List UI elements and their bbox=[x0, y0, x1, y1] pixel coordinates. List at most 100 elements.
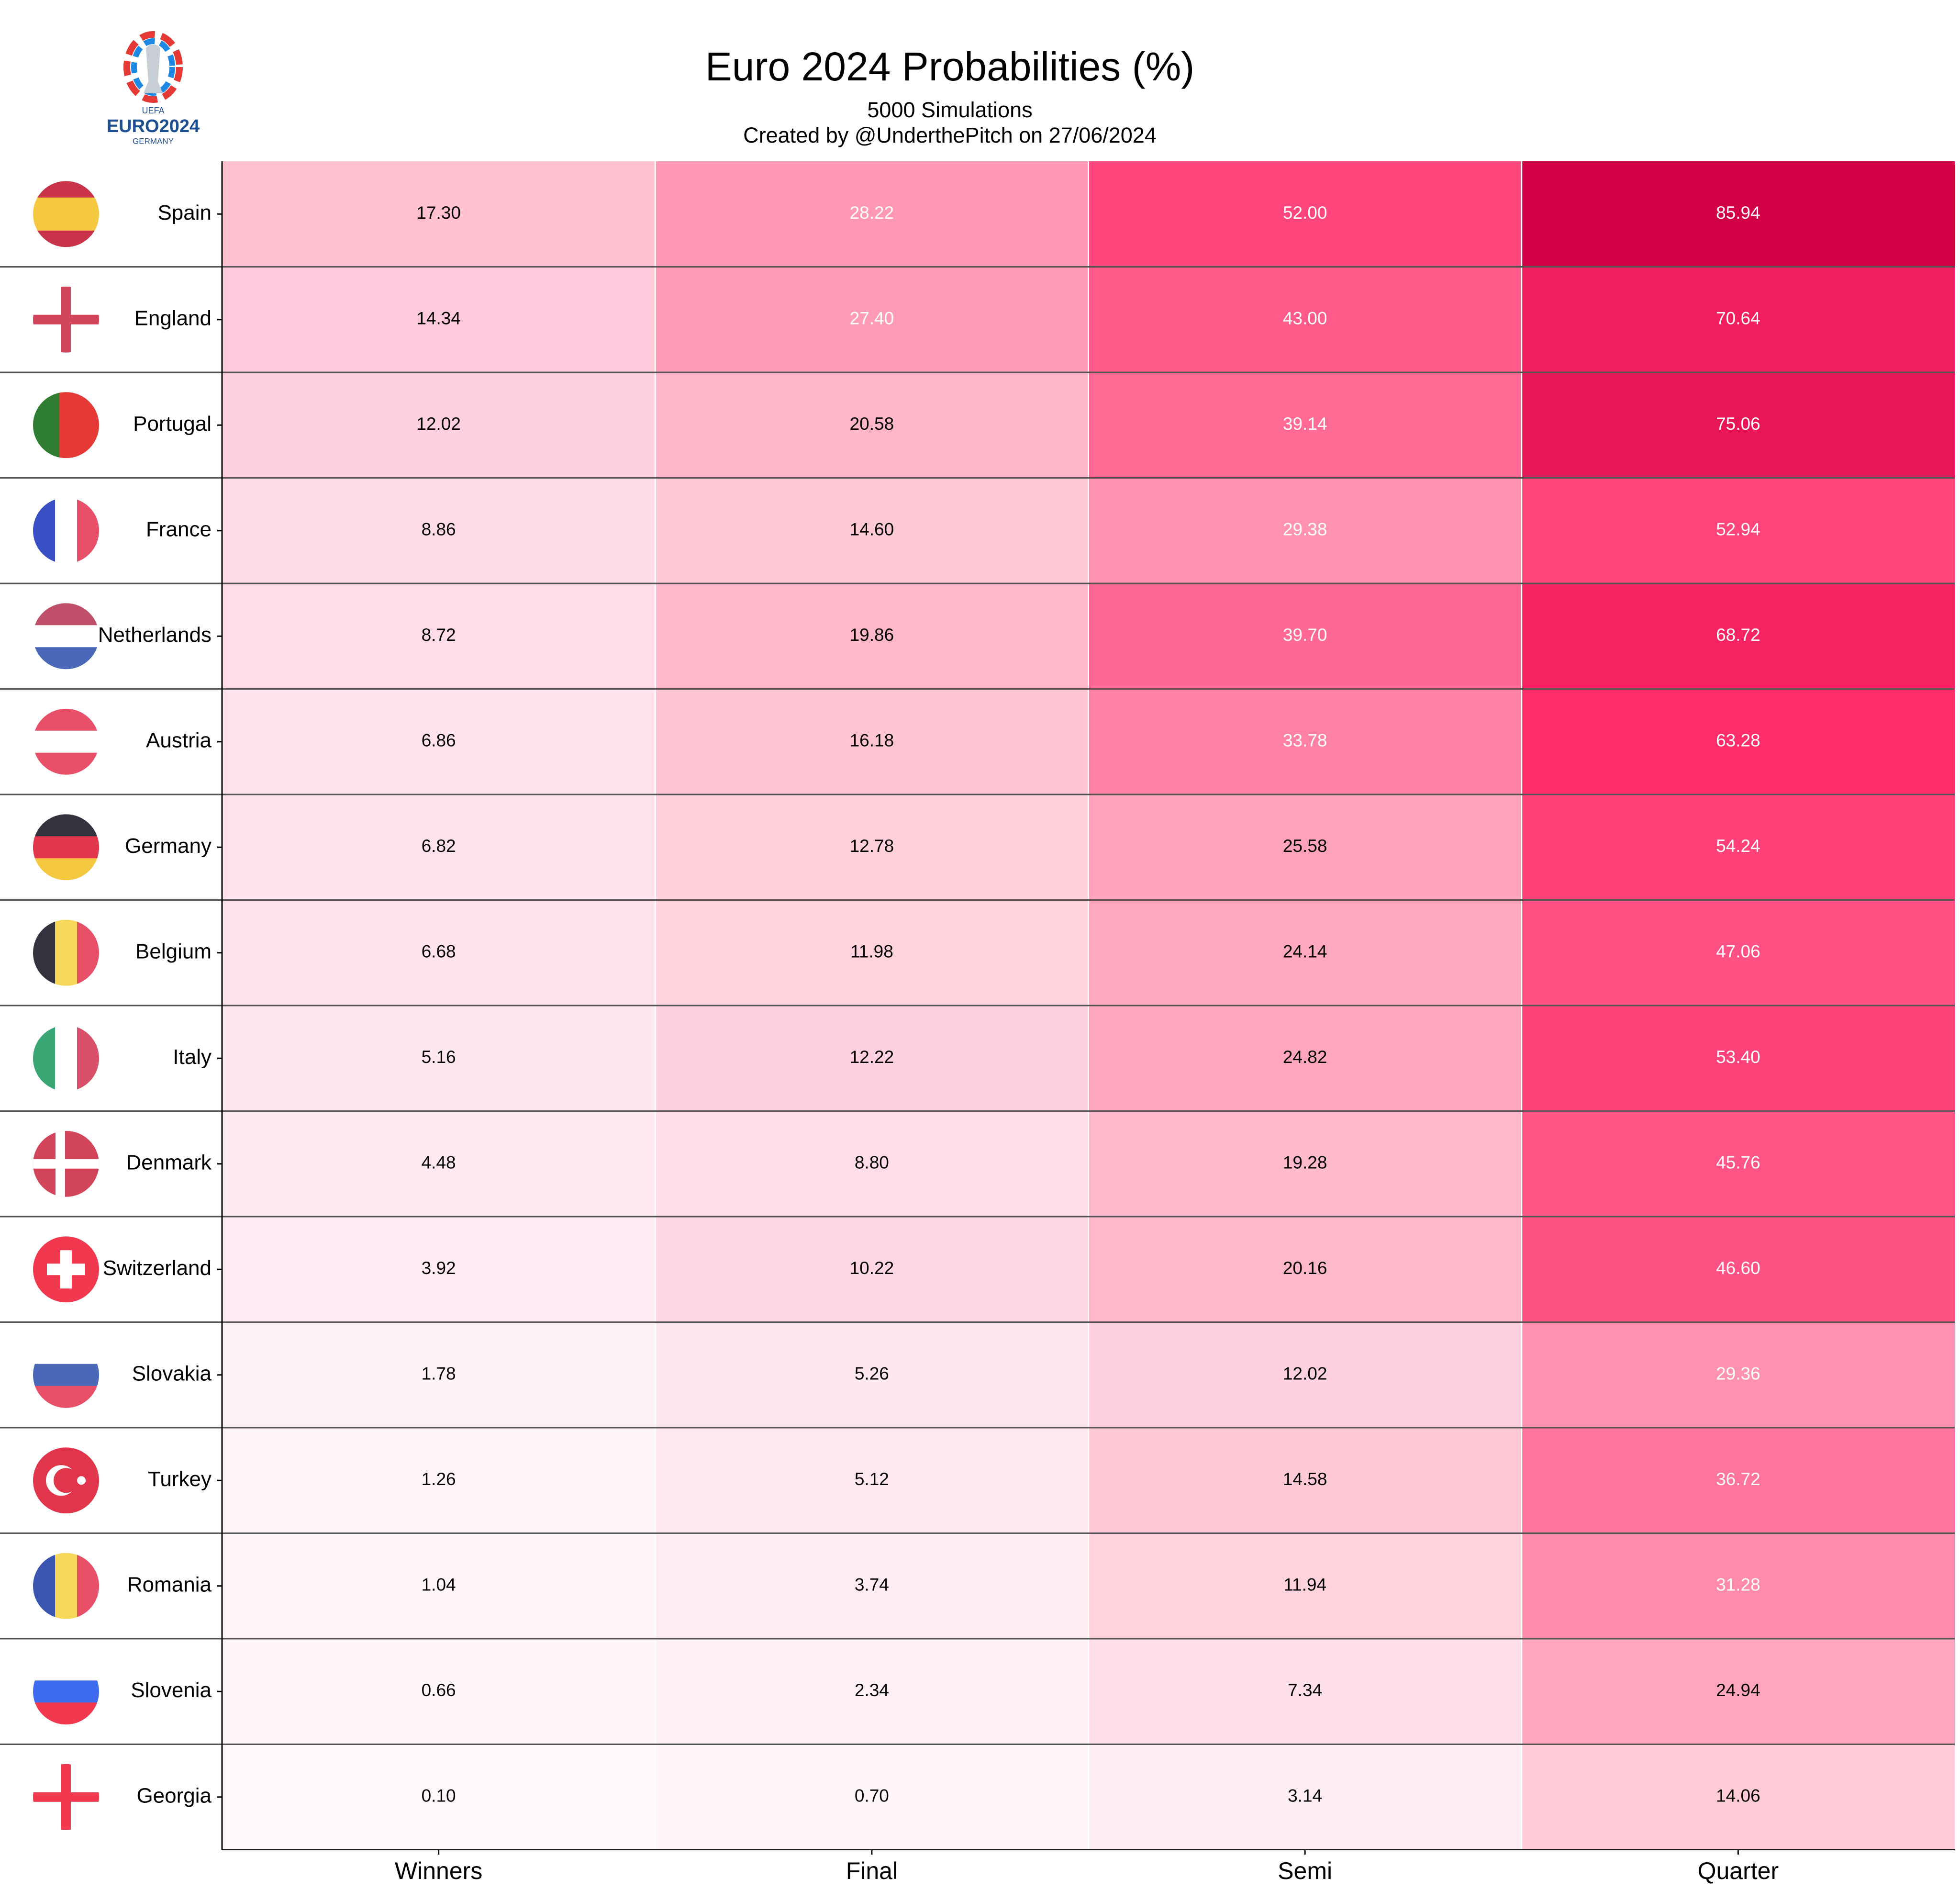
flag-stripe bbox=[55, 497, 78, 564]
heatmap-cell bbox=[222, 1322, 656, 1428]
heatmap-cell bbox=[1521, 1533, 1955, 1639]
cell-label: 39.14 bbox=[1283, 414, 1327, 434]
chart-title: Euro 2024 Probabilities (%) bbox=[705, 44, 1195, 89]
flag-stripe bbox=[33, 1680, 99, 1703]
heatmap-cell bbox=[655, 689, 1089, 794]
flag-cross bbox=[61, 1764, 71, 1830]
heatmap-cell bbox=[1088, 1639, 1522, 1745]
cell-label: 12.02 bbox=[1283, 1364, 1327, 1384]
heatmap-cell bbox=[222, 478, 656, 583]
heatmap-cell bbox=[1088, 794, 1522, 900]
cell-label: 11.98 bbox=[850, 942, 893, 962]
heatmap-cell bbox=[1088, 1428, 1522, 1533]
heatmap-cell bbox=[1521, 161, 1955, 267]
flag-stripe bbox=[33, 858, 99, 881]
heatmap-cell bbox=[1088, 267, 1522, 372]
flag-stripe bbox=[33, 1553, 56, 1619]
heatmap-cell bbox=[655, 1639, 1089, 1745]
flag-stripe bbox=[77, 497, 99, 564]
cell-label: 19.28 bbox=[1283, 1153, 1327, 1173]
cell-label: 25.58 bbox=[1283, 836, 1327, 856]
heatmap-cell bbox=[1088, 161, 1522, 267]
flag-stripe bbox=[33, 647, 99, 670]
heatmap-cell bbox=[1088, 1744, 1522, 1850]
heatmap-cell bbox=[222, 161, 656, 267]
heatmap-cell bbox=[222, 1428, 656, 1533]
heatmap-cell bbox=[1521, 900, 1955, 1006]
flag-cross bbox=[60, 1250, 72, 1289]
flag bbox=[33, 1130, 99, 1197]
cell-label: 11.94 bbox=[1283, 1575, 1326, 1595]
cell-label: 0.10 bbox=[422, 1786, 456, 1806]
flag bbox=[33, 1342, 99, 1408]
flag bbox=[33, 181, 99, 247]
heatmap-cell bbox=[1088, 478, 1522, 583]
heatmap-cell bbox=[655, 267, 1089, 372]
heatmap-cell bbox=[222, 372, 656, 478]
flag-stripe bbox=[33, 392, 47, 459]
cell-label: 14.60 bbox=[850, 520, 894, 539]
cell-label: 3.14 bbox=[1288, 1786, 1322, 1806]
flag bbox=[33, 1553, 99, 1619]
heatmap-cell bbox=[1088, 1533, 1522, 1639]
heatmap-cell bbox=[1088, 372, 1522, 478]
heatmap-cell bbox=[222, 1006, 656, 1111]
flag-stripe bbox=[77, 1025, 99, 1092]
flag-cross bbox=[56, 1130, 65, 1197]
cell-label: 16.18 bbox=[850, 731, 894, 750]
heatmap-cell bbox=[222, 1217, 656, 1322]
heatmap-cell bbox=[1521, 1744, 1955, 1850]
flag-stripe bbox=[33, 214, 99, 231]
cell-label: 24.82 bbox=[1283, 1047, 1327, 1067]
heatmap-cell bbox=[655, 1217, 1089, 1322]
cell-label: 29.38 bbox=[1283, 520, 1327, 539]
cell-label: 36.72 bbox=[1716, 1469, 1760, 1489]
cell-label: 7.34 bbox=[1288, 1680, 1322, 1700]
cell-label: 2.34 bbox=[855, 1680, 889, 1700]
cell-label: 5.26 bbox=[855, 1364, 889, 1384]
cell-label: 8.86 bbox=[422, 520, 456, 539]
cell-label: 8.72 bbox=[422, 625, 456, 645]
cell-label: 6.82 bbox=[422, 836, 456, 856]
heatmap-cell bbox=[222, 1111, 656, 1217]
heatmap-cell bbox=[222, 794, 656, 900]
x-tick-label: Semi bbox=[1278, 1857, 1332, 1884]
flag bbox=[33, 1236, 99, 1303]
heatmap-cell bbox=[655, 161, 1089, 267]
heatmap-cell bbox=[1521, 1322, 1955, 1428]
heatmap-cell bbox=[655, 583, 1089, 689]
cell-label: 14.06 bbox=[1716, 1786, 1760, 1806]
flag bbox=[33, 1447, 99, 1514]
cell-label: 27.40 bbox=[850, 309, 894, 328]
flag-stripe bbox=[33, 230, 99, 247]
cell-label: 53.40 bbox=[1716, 1047, 1760, 1067]
flag-moon bbox=[54, 1468, 78, 1493]
cell-label: 24.14 bbox=[1283, 942, 1327, 962]
y-tick-label: England bbox=[134, 306, 212, 330]
heatmap-cell bbox=[1088, 1006, 1522, 1111]
y-tick-label: France bbox=[146, 517, 212, 541]
y-tick-label: Slovenia bbox=[131, 1678, 212, 1702]
cell-label: 33.78 bbox=[1283, 731, 1327, 750]
cell-label: 85.94 bbox=[1716, 203, 1760, 223]
cell-label: 12.02 bbox=[416, 414, 461, 434]
flag-stripe bbox=[33, 497, 56, 564]
flag-stripe bbox=[33, 603, 99, 626]
heatmap-cell bbox=[1521, 794, 1955, 900]
y-tick-label: Denmark bbox=[126, 1151, 212, 1174]
flag-stripe bbox=[33, 1342, 99, 1364]
flag-stripe bbox=[33, 197, 99, 215]
x-tick-label: Winners bbox=[395, 1857, 482, 1884]
y-tick-label: Switzerland bbox=[103, 1256, 212, 1280]
heatmap-cell bbox=[222, 1639, 656, 1745]
cell-label: 1.04 bbox=[422, 1575, 456, 1595]
cell-label: 54.24 bbox=[1716, 836, 1760, 856]
heatmap-cell bbox=[222, 267, 656, 372]
cell-label: 1.26 bbox=[422, 1469, 456, 1489]
chart-subtitle: Created by @UnderthePitch on 27/06/2024 bbox=[743, 123, 1157, 147]
heatmap-cell bbox=[655, 478, 1089, 583]
heatmap-cell bbox=[1521, 1006, 1955, 1111]
heatmap-cell bbox=[655, 900, 1089, 1006]
cell-label: 14.34 bbox=[416, 309, 461, 328]
flag-stripe bbox=[33, 752, 99, 775]
